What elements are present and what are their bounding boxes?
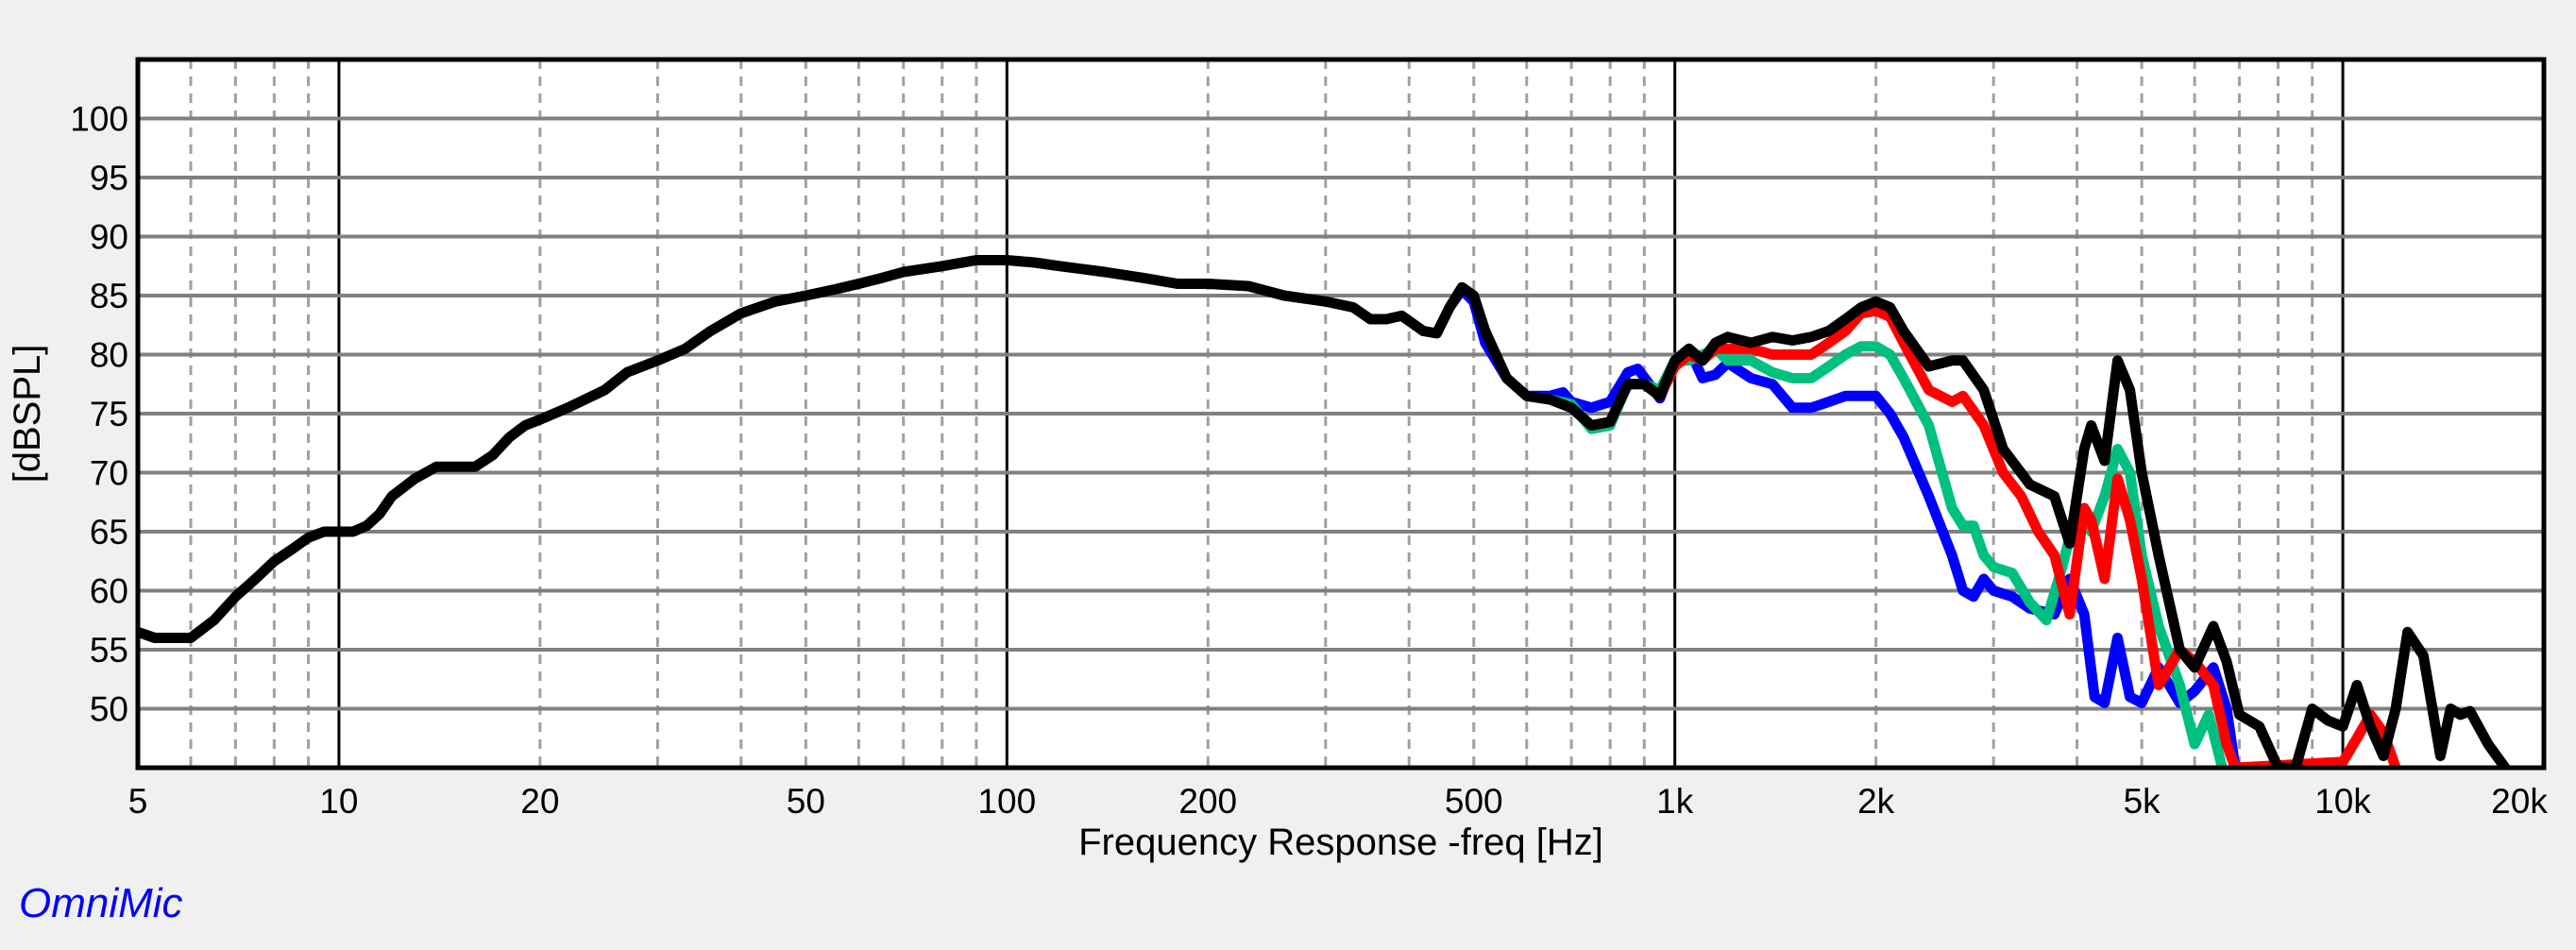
- x-tick-label: 10k: [2314, 782, 2371, 821]
- y-axis-title: [dBSPL]: [7, 345, 48, 483]
- x-tick-label: 5: [128, 782, 148, 821]
- y-tick-label: 55: [90, 631, 128, 670]
- y-tick-label: 100: [70, 100, 128, 139]
- y-tick-label: 95: [90, 159, 128, 197]
- y-tick-label: 50: [90, 690, 128, 729]
- y-tick-label: 80: [90, 336, 128, 375]
- x-tick-label: 5k: [2124, 782, 2161, 821]
- x-axis-ticks: 5 10 20 50 100 200 500 1k 2k 5k 10k 20k: [128, 782, 2549, 821]
- x-tick-label: 200: [1178, 782, 1237, 821]
- x-tick-label: 100: [977, 782, 1036, 821]
- x-axis-title: Frequency Response -freq [Hz]: [1078, 822, 1603, 863]
- series-blue-line: [1444, 284, 2241, 768]
- x-tick-label: 1k: [1656, 782, 1694, 821]
- x-tick-label: 20k: [2491, 782, 2548, 821]
- y-tick-label: 60: [90, 572, 128, 611]
- y-tick-label: 65: [90, 513, 128, 551]
- omnimic-brand-label: OmniMic: [19, 880, 183, 926]
- y-axis-ticks: 50 55 60 65 70 75 80 85 90 95 100: [70, 100, 128, 729]
- y-tick-label: 70: [90, 454, 128, 493]
- series-layer: [138, 255, 2511, 768]
- x-tick-label: 20: [520, 782, 559, 821]
- x-tick-label: 50: [787, 782, 825, 821]
- plot-border: [135, 57, 2547, 771]
- y-tick-label: 90: [90, 218, 128, 257]
- x-tick-label: 500: [1445, 782, 1503, 821]
- x-tick-label: 10: [319, 782, 358, 821]
- y-tick-label: 85: [90, 277, 128, 315]
- x-tick-label: 2k: [1857, 782, 1895, 821]
- y-tick-label: 75: [90, 395, 128, 433]
- series-black-line: [138, 255, 2511, 768]
